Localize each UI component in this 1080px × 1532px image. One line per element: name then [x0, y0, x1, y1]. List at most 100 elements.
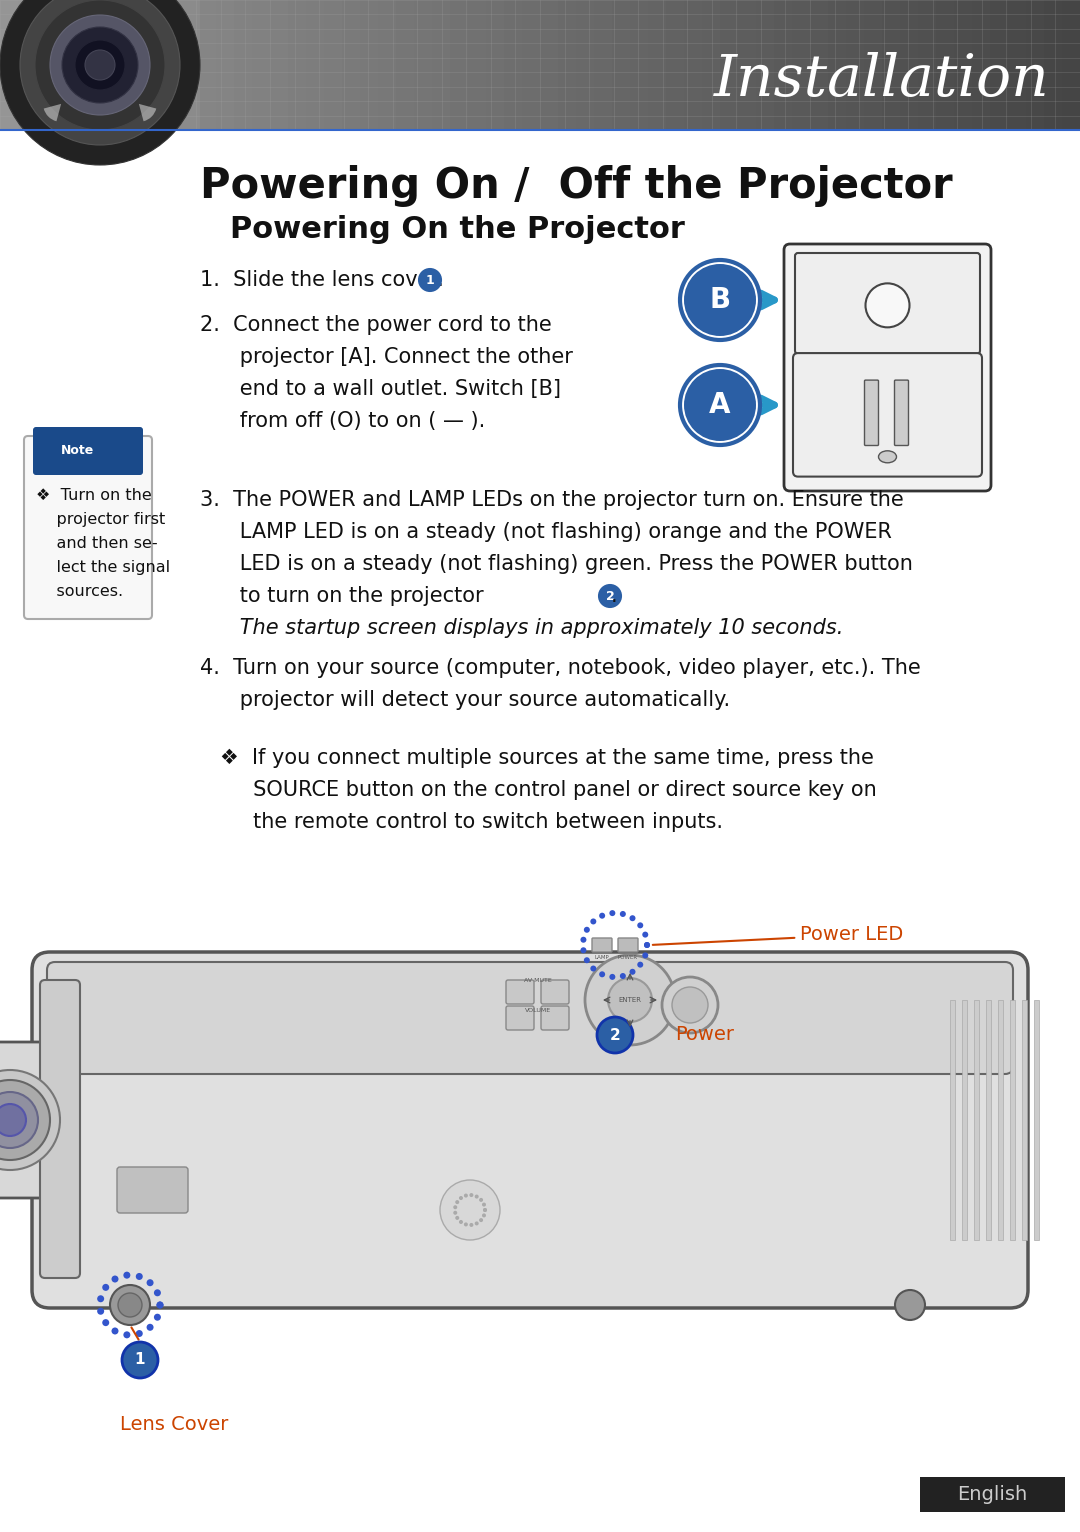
- FancyBboxPatch shape: [894, 380, 908, 446]
- Bar: [738, 0, 757, 130]
- Circle shape: [475, 1195, 478, 1198]
- Circle shape: [672, 987, 708, 1023]
- Bar: [1022, 1000, 1027, 1239]
- Circle shape: [118, 1293, 141, 1318]
- Circle shape: [440, 1180, 500, 1239]
- Bar: [648, 0, 667, 130]
- Bar: [18, 0, 37, 130]
- Circle shape: [147, 1279, 153, 1287]
- Bar: [144, 0, 163, 130]
- Bar: [882, 0, 901, 130]
- Text: Power: Power: [675, 1025, 734, 1045]
- Circle shape: [123, 1331, 131, 1339]
- FancyBboxPatch shape: [507, 980, 534, 1003]
- Bar: [630, 0, 649, 130]
- Text: and then se-: and then se-: [36, 536, 158, 552]
- Circle shape: [483, 1209, 487, 1212]
- Circle shape: [483, 1209, 487, 1212]
- Text: to turn on the projector: to turn on the projector: [200, 587, 490, 607]
- Bar: [774, 0, 793, 130]
- FancyBboxPatch shape: [24, 437, 152, 619]
- Circle shape: [464, 1193, 468, 1198]
- Bar: [986, 1000, 991, 1239]
- FancyBboxPatch shape: [32, 951, 1028, 1308]
- Bar: [216, 0, 235, 130]
- Bar: [1010, 1000, 1015, 1239]
- Bar: [558, 0, 577, 130]
- Text: A: A: [710, 391, 731, 418]
- Bar: [288, 0, 307, 130]
- Bar: [828, 0, 847, 130]
- Circle shape: [662, 977, 718, 1033]
- Bar: [974, 1000, 978, 1239]
- Bar: [918, 0, 937, 130]
- Text: lect the signal: lect the signal: [36, 561, 171, 574]
- Circle shape: [684, 369, 756, 441]
- Text: ❖  If you connect multiple sources at the same time, press the: ❖ If you connect multiple sources at the…: [220, 748, 874, 768]
- Circle shape: [110, 1285, 150, 1325]
- Circle shape: [419, 270, 441, 291]
- Text: 2: 2: [609, 1028, 620, 1042]
- Circle shape: [136, 1330, 143, 1337]
- Text: 2: 2: [606, 590, 615, 602]
- Circle shape: [680, 260, 760, 340]
- Circle shape: [103, 1284, 109, 1291]
- Text: .: .: [611, 587, 618, 607]
- FancyBboxPatch shape: [507, 1007, 534, 1030]
- Bar: [1062, 0, 1080, 130]
- Circle shape: [609, 974, 616, 980]
- Circle shape: [684, 264, 756, 336]
- Circle shape: [643, 931, 648, 938]
- FancyBboxPatch shape: [864, 380, 878, 446]
- Text: B: B: [710, 286, 730, 314]
- FancyBboxPatch shape: [793, 352, 982, 476]
- Bar: [864, 0, 883, 130]
- Bar: [990, 0, 1009, 130]
- Text: end to a wall outlet. Switch [B]: end to a wall outlet. Switch [B]: [200, 378, 561, 398]
- Circle shape: [157, 1302, 163, 1308]
- Text: Powering On the Projector: Powering On the Projector: [230, 214, 685, 244]
- Text: The startup screen displays in approximately 10 seconds.: The startup screen displays in approxima…: [200, 617, 843, 637]
- Circle shape: [154, 1290, 161, 1296]
- FancyBboxPatch shape: [618, 938, 638, 951]
- Circle shape: [470, 1223, 473, 1227]
- Circle shape: [895, 1290, 924, 1321]
- FancyBboxPatch shape: [0, 1042, 53, 1198]
- Text: 3.  The POWER and LAMP LEDs on the projector turn on. Ensure the: 3. The POWER and LAMP LEDs on the projec…: [200, 490, 904, 510]
- Ellipse shape: [878, 450, 896, 463]
- Bar: [810, 0, 829, 130]
- Circle shape: [0, 0, 200, 165]
- Circle shape: [609, 910, 616, 916]
- Bar: [432, 0, 451, 130]
- Bar: [594, 0, 613, 130]
- FancyBboxPatch shape: [117, 1167, 188, 1213]
- Bar: [414, 0, 433, 130]
- Bar: [306, 0, 325, 130]
- Bar: [234, 0, 253, 130]
- Text: VOLUME: VOLUME: [525, 1008, 551, 1013]
- Circle shape: [584, 927, 590, 933]
- Circle shape: [21, 0, 180, 146]
- Bar: [0, 0, 19, 130]
- Circle shape: [591, 919, 596, 924]
- Bar: [270, 0, 289, 130]
- Text: 4.  Turn on your source (computer, notebook, video player, etc.). The: 4. Turn on your source (computer, notebo…: [200, 659, 921, 679]
- Circle shape: [0, 1105, 26, 1137]
- Wedge shape: [43, 104, 62, 121]
- Circle shape: [644, 942, 650, 948]
- Text: Note: Note: [62, 444, 95, 458]
- Text: 1.  Slide the lens cover.: 1. Slide the lens cover.: [200, 270, 450, 290]
- Text: SOURCE button on the control panel or direct source key on: SOURCE button on the control panel or di…: [220, 780, 877, 800]
- Circle shape: [85, 51, 114, 80]
- Text: ENTER: ENTER: [619, 997, 642, 1003]
- Circle shape: [103, 1319, 109, 1327]
- Circle shape: [470, 1193, 473, 1196]
- Circle shape: [480, 1198, 483, 1203]
- Bar: [162, 0, 181, 130]
- Text: 1: 1: [135, 1353, 145, 1368]
- Circle shape: [591, 965, 596, 971]
- Circle shape: [630, 968, 635, 974]
- Circle shape: [459, 1219, 463, 1224]
- Bar: [936, 0, 955, 130]
- Text: POWER: POWER: [618, 954, 638, 961]
